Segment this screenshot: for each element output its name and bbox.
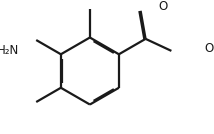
Text: H₂N: H₂N	[0, 44, 19, 57]
Text: O: O	[158, 0, 167, 13]
Text: OH: OH	[204, 42, 214, 55]
